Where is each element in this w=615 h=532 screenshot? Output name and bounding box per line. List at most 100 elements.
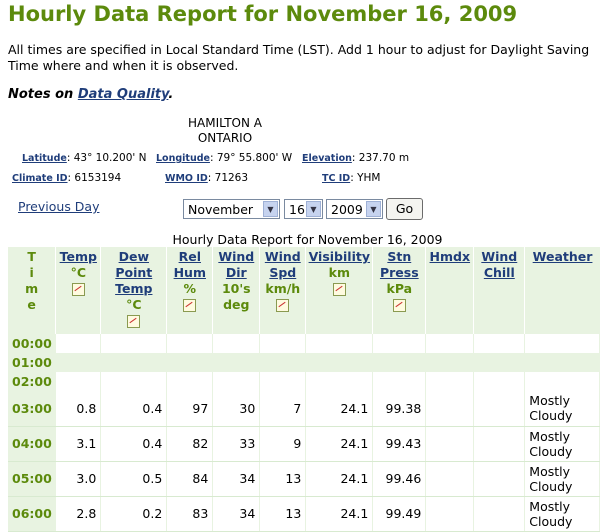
temp-cell: 0.8 xyxy=(55,391,102,427)
temp-header: Temp °C xyxy=(55,247,102,334)
table-row: 03:00 0.8 0.4 97 30 7 24.1 99.38 Mostly Cloudy xyxy=(8,391,601,427)
day-select[interactable]: 16 ▼ xyxy=(284,199,323,219)
hmdx-header: Hmdx xyxy=(425,247,475,334)
go-button[interactable]: Go xyxy=(386,198,423,220)
wspd-cell xyxy=(259,353,307,372)
rel-hum-header-link[interactable]: Rel Hum xyxy=(173,249,206,280)
weather-cell: Mostly Cloudy xyxy=(524,461,601,497)
weather-cell xyxy=(524,372,601,391)
rel-cell: 84 xyxy=(166,461,214,497)
month-select-value: November xyxy=(188,202,254,217)
wind-spd-header-link[interactable]: Wind Spd xyxy=(264,249,301,280)
vis-cell: 24.1 xyxy=(305,426,374,462)
wind-dir-header: Wind Dir 10's deg xyxy=(212,247,261,334)
rel-hum-header: Rel Hum % xyxy=(166,247,214,334)
chill-cell xyxy=(473,334,526,353)
dew-header-link[interactable]: Dew Point Temp xyxy=(115,249,153,296)
hmdx-cell xyxy=(425,461,475,497)
chill-cell xyxy=(473,391,526,427)
vis-cell: 24.1 xyxy=(305,496,374,532)
climate-id-value: 6153194 xyxy=(74,172,122,184)
temp-cell xyxy=(55,353,102,372)
notes-suffix: . xyxy=(168,87,174,102)
year-select[interactable]: 2009 ▼ xyxy=(326,199,383,219)
dew-cell: 0.4 xyxy=(100,391,168,427)
wind-chill-header-link[interactable]: Wind Chill xyxy=(481,249,518,280)
temp-header-link[interactable]: Temp xyxy=(59,249,97,264)
weather-cell: Mostly Cloudy xyxy=(524,391,601,427)
chill-cell xyxy=(473,461,526,497)
chill-cell xyxy=(473,353,526,372)
visibility-header-link[interactable]: Visibility xyxy=(308,249,370,264)
weather-cell: Mostly Cloudy xyxy=(524,426,601,462)
latitude-field: Latitude: 43° 10.200' N xyxy=(22,152,147,164)
chart-icon[interactable] xyxy=(71,283,85,296)
tc-id-link[interactable]: TC ID xyxy=(322,173,351,184)
temp-cell: 2.8 xyxy=(55,496,102,532)
chart-icon[interactable] xyxy=(276,299,290,312)
weather-cell xyxy=(524,334,601,353)
hmdx-header-link[interactable]: Hmdx xyxy=(429,249,471,264)
chart-icon[interactable] xyxy=(392,299,406,312)
chill-cell xyxy=(473,496,526,532)
wmo-id-field: WMO ID: 71263 xyxy=(165,172,249,184)
chart-icon[interactable] xyxy=(127,315,141,328)
station-province: ONTARIO xyxy=(197,131,253,145)
hmdx-cell xyxy=(425,372,475,391)
year-select-value: 2009 xyxy=(331,202,363,217)
rel-cell xyxy=(166,353,214,372)
press-cell: 99.38 xyxy=(372,391,427,427)
wspd-cell: 13 xyxy=(259,461,307,497)
stn-press-header-link[interactable]: Stn Press xyxy=(379,249,419,280)
wspd-cell: 7 xyxy=(259,391,307,427)
tc-id-value: YHM xyxy=(357,172,381,184)
climate-id-link[interactable]: Climate ID xyxy=(12,173,68,184)
longitude-link[interactable]: Longitude xyxy=(156,153,210,164)
wind-dir-header-link[interactable]: Wind Dir xyxy=(218,249,255,280)
weather-header: Weather xyxy=(524,247,600,334)
table-caption: Hourly Data Report for November 16, 2009 xyxy=(172,232,443,247)
latitude-link[interactable]: Latitude xyxy=(22,153,67,164)
hmdx-cell xyxy=(425,391,475,427)
latitude-value: 43° 10.200' N xyxy=(73,152,147,164)
time-cell: 02:00 xyxy=(8,372,56,391)
time-cell: 03:00 xyxy=(8,391,56,427)
previous-day-link[interactable]: Previous Day xyxy=(18,199,100,214)
data-quality-link[interactable]: Data Quality xyxy=(77,87,169,102)
dew-cell: 0.4 xyxy=(100,426,168,462)
vis-cell: 24.1 xyxy=(305,461,374,497)
time-cell: 05:00 xyxy=(8,461,56,497)
press-cell xyxy=(372,334,427,353)
weather-header-link[interactable]: Weather xyxy=(532,249,593,264)
dew-cell: 0.2 xyxy=(100,496,168,532)
wind-spd-header: Wind Spd km/h xyxy=(259,247,307,334)
rel-cell: 82 xyxy=(166,426,214,462)
longitude-field: Longitude: 79° 55.800' W xyxy=(156,152,293,164)
weather-cell xyxy=(524,353,601,372)
station-name: HAMILTON A xyxy=(188,116,262,130)
dew-cell: 0.5 xyxy=(100,461,168,497)
hmdx-cell xyxy=(425,353,475,372)
press-cell: 99.43 xyxy=(372,426,427,462)
dew-cell xyxy=(100,353,168,372)
chart-icon[interactable] xyxy=(183,299,197,312)
station-name-block: HAMILTON A ONTARIO xyxy=(0,116,450,146)
page-title: Hourly Data Report for November 16, 2009 xyxy=(8,2,518,26)
dew-cell xyxy=(100,334,168,353)
wdir-cell xyxy=(212,353,261,372)
temp-cell xyxy=(55,372,102,391)
notes-prefix: Notes on xyxy=(8,87,78,102)
wdir-cell xyxy=(212,334,261,353)
hmdx-cell xyxy=(425,496,475,532)
hmdx-cell xyxy=(425,426,475,462)
elevation-link[interactable]: Elevation xyxy=(302,153,352,164)
elevation-value: 237.70 m xyxy=(358,152,410,164)
wmo-id-link[interactable]: WMO ID xyxy=(165,173,208,184)
month-select[interactable]: November ▼ xyxy=(183,199,280,219)
wdir-cell: 34 xyxy=(212,461,261,497)
temp-cell: 3.1 xyxy=(55,426,102,462)
chart-icon[interactable] xyxy=(332,283,346,296)
visibility-header: Visibility km xyxy=(305,247,374,334)
dew-header: Dew Point Temp °C xyxy=(100,247,168,334)
